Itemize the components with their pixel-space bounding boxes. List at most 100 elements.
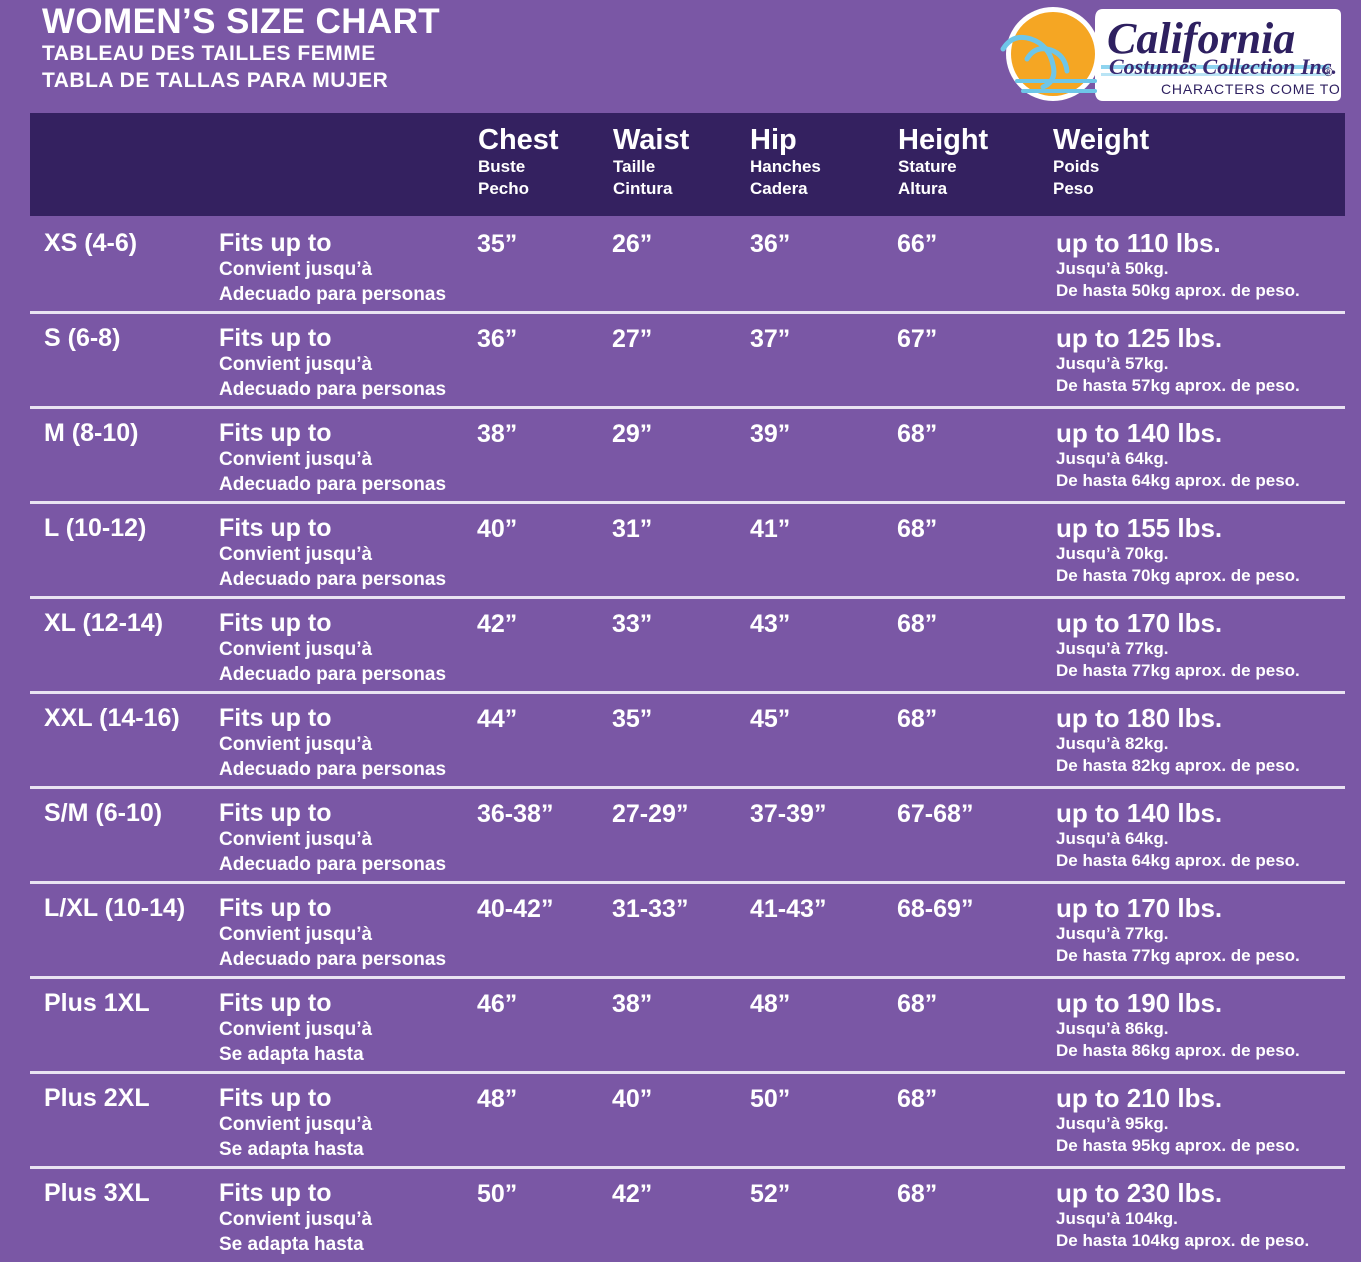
table-row: S/M (6-10) Fits up to Convient jusqu’à Adec… [0, 786, 1361, 881]
row-chest-value: 46” [477, 990, 518, 1018]
logo-brand-text: California [1107, 14, 1295, 63]
row-separator [30, 406, 1345, 409]
row-fits-fr: Convient jusqu’à [219, 544, 373, 565]
column-header-hip-fr: Hanches [750, 157, 821, 176]
registered-mark-icon: ® [1324, 65, 1333, 79]
row-fits-fr: Convient jusqu’à [219, 1209, 373, 1230]
row-weight-fr: Jusqu’à 57kg. [1056, 354, 1169, 373]
row-size-label: S/M (6-10) [44, 799, 163, 827]
row-weight-es: De hasta 86kg aprox. de peso. [1056, 1041, 1300, 1060]
row-weight-fr: Jusqu’à 104kg. [1056, 1209, 1178, 1228]
column-header-hip: Hip Hanches Cadera [750, 124, 821, 200]
row-waist-value: 26” [612, 230, 653, 258]
row-fits-es: Adecuado para personas [219, 474, 447, 495]
row-weight-fr: Jusqu’à 82kg. [1056, 734, 1169, 753]
row-weight-en: up to 140 lbs. [1056, 798, 1223, 828]
row-size-label: Plus 2XL [44, 1084, 150, 1112]
row-fits-es: Se adapta hasta [219, 1234, 364, 1255]
row-hip-value: 43” [750, 610, 791, 638]
row-weight-fr: Jusqu’à 77kg. [1056, 924, 1169, 943]
logo-tagline: CHARACTERS COME TO LIFE [1161, 81, 1343, 97]
row-weight-fr: Jusqu’à 86kg. [1056, 1019, 1169, 1038]
row-height-value: 68” [897, 1085, 938, 1113]
column-header-chest-en: Chest [478, 124, 559, 156]
logo-subbrand-text: Costumes Collection Inc. [1109, 54, 1337, 79]
row-weight-es: De hasta 64kg aprox. de peso. [1056, 471, 1300, 490]
column-header-height: Height Stature Altura [898, 124, 988, 200]
row-fits-es: Adecuado para personas [219, 284, 447, 305]
row-height-value: 68” [897, 990, 938, 1018]
row-chest-value: 40” [477, 515, 518, 543]
row-separator [30, 1071, 1345, 1074]
row-waist-value: 38” [612, 990, 653, 1018]
page-title: WOMEN’S SIZE CHART [42, 2, 441, 41]
row-size-label: L (10-12) [44, 514, 147, 542]
row-fits-es: Adecuado para personas [219, 949, 447, 970]
table-row: XXL (14-16) Fits up to Convient jusqu’à Ade… [0, 691, 1361, 786]
row-hip-value: 45” [750, 705, 791, 733]
row-separator [30, 786, 1345, 789]
row-weight-en: up to 140 lbs. [1056, 418, 1223, 448]
column-header-hip-es: Cadera [750, 179, 808, 198]
row-fits-en: Fits up to [219, 324, 332, 352]
row-weight-en: up to 180 lbs. [1056, 703, 1223, 733]
row-fits-cell: Fits up to Convient jusqu’à Adecuado para … [219, 704, 446, 782]
logo-artwork: California Costumes Collection Inc. ® CH… [1000, 7, 1343, 101]
row-waist-value: 27-29” [612, 800, 689, 828]
row-waist-value: 40” [612, 1085, 653, 1113]
row-fits-fr: Convient jusqu’à [219, 1114, 373, 1135]
row-weight-es: De hasta 104kg aprox. de peso. [1056, 1231, 1310, 1250]
row-chest-value: 38” [477, 420, 518, 448]
row-separator [30, 501, 1345, 504]
table-header-row: Chest Buste Pecho Waist Taille Cintura H… [30, 113, 1345, 216]
row-fits-en: Fits up to [219, 894, 332, 922]
row-separator [30, 596, 1345, 599]
row-weight-cell: up to 155 lbs. Jusqu’à 70kg. De hasta 70kg… [1056, 513, 1300, 587]
wave-lines [1015, 79, 1097, 93]
table-row: S (6-8) Fits up to Convient jusqu’à Adecuad… [0, 311, 1361, 406]
row-chest-value: 36-38” [477, 800, 554, 828]
table-row: M (8-10) Fits up to Convient jusqu’à Adecua… [0, 406, 1361, 501]
row-fits-fr: Convient jusqu’à [219, 734, 373, 755]
row-weight-cell: up to 140 lbs. Jusqu’à 64kg. De hasta 64kg… [1056, 418, 1300, 492]
table-row: XS (4-6) Fits up to Convient jusqu’à Adecua… [0, 216, 1361, 311]
row-size-label: M (8-10) [44, 419, 139, 447]
table-body: XS (4-6) Fits up to Convient jusqu’à Adecua… [0, 216, 1361, 1261]
row-weight-es: De hasta 70kg aprox. de peso. [1056, 566, 1300, 585]
table-row: L/XL (10-14) Fits up to Convient jusqu’à Ad… [0, 881, 1361, 976]
column-header-weight-en: Weight [1053, 124, 1150, 156]
row-separator [30, 691, 1345, 694]
row-weight-cell: up to 210 lbs. Jusqu’à 95kg. De hasta 95kg… [1056, 1083, 1300, 1157]
row-fits-cell: Fits up to Convient jusqu’à Adecuado para … [219, 609, 446, 687]
row-fits-cell: Fits up to Convient jusqu’à Se adapta hast… [219, 1179, 372, 1257]
row-weight-en: up to 190 lbs. [1056, 988, 1223, 1018]
row-fits-fr: Convient jusqu’à [219, 354, 373, 375]
table-row: Plus 2XL Fits up to Convient jusqu’à Se ada… [0, 1071, 1361, 1166]
row-fits-es: Adecuado para personas [219, 379, 447, 400]
row-chest-value: 40-42” [477, 895, 554, 923]
row-fits-en: Fits up to [219, 704, 332, 732]
row-chest-value: 44” [477, 705, 518, 733]
row-waist-value: 35” [612, 705, 653, 733]
row-fits-cell: Fits up to Convient jusqu’à Adecuado para … [219, 324, 446, 402]
column-header-height-es: Altura [898, 179, 948, 198]
row-weight-fr: Jusqu’à 95kg. [1056, 1114, 1169, 1133]
row-waist-value: 33” [612, 610, 653, 638]
row-fits-cell: Fits up to Convient jusqu’à Adecuado para … [219, 229, 446, 307]
row-size-label: XL (12-14) [44, 609, 164, 637]
wave-icon [1000, 34, 1070, 90]
row-weight-en: up to 170 lbs. [1056, 608, 1223, 638]
column-header-height-fr: Stature [898, 157, 957, 176]
row-size-label: L/XL (10-14) [44, 894, 186, 922]
row-weight-cell: up to 110 lbs. Jusqu’à 50kg. De hasta 50kg… [1056, 228, 1300, 302]
column-header-chest-es: Pecho [478, 179, 530, 198]
row-fits-cell: Fits up to Convient jusqu’à Adecuado para … [219, 419, 446, 497]
row-fits-es: Se adapta hasta [219, 1139, 364, 1160]
row-fits-es: Se adapta hasta [219, 1044, 364, 1065]
row-height-value: 67-68” [897, 800, 974, 828]
column-header-chest: Chest Buste Pecho [478, 124, 559, 200]
column-header-waist-es: Cintura [613, 179, 673, 198]
row-fits-es: Adecuado para personas [219, 854, 447, 875]
row-fits-fr: Convient jusqu’à [219, 829, 373, 850]
table-row: XL (12-14) Fits up to Convient jusqu’à Adec… [0, 596, 1361, 691]
